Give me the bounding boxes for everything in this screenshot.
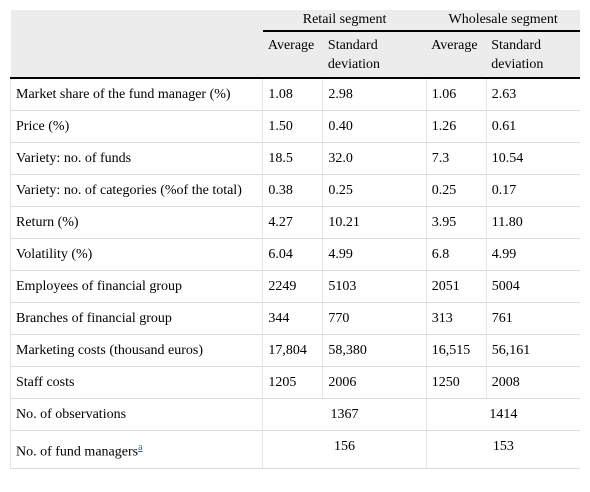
- cell-retail-average: 1205: [262, 366, 323, 399]
- row-label: Staff costs: [9, 366, 263, 399]
- row-label: Branches of financial group: [9, 302, 263, 335]
- cell-retail-std: 58,380: [322, 334, 427, 367]
- cell-retail-std: 2006: [322, 366, 427, 399]
- summary-row-observations: No. of observations 1367 1414: [9, 398, 580, 431]
- cell-wholesale-std: 2008: [485, 366, 580, 399]
- header-wholesale-segment: Wholesale segment: [426, 10, 580, 32]
- cell-wholesale-std: 10.54: [485, 142, 580, 175]
- cell-retail-std: 5103: [322, 270, 427, 303]
- cell-wholesale-average: 7.3: [425, 142, 487, 175]
- cell-wholesale-std: 11.80: [485, 206, 580, 239]
- table-row: Market share of the fund manager (%) 1.0…: [9, 78, 580, 111]
- cell-wholesale-std: 4.99: [485, 238, 580, 271]
- table-row: Variety: no. of categories (%of the tota…: [9, 174, 580, 207]
- cell-retail-std: 0.25: [322, 174, 427, 207]
- header-retail-average: Average: [262, 31, 323, 79]
- header-retail-segment: Retail segment: [262, 10, 427, 32]
- footnote-marker: a: [138, 440, 142, 453]
- table-row: Employees of financial group 2249 5103 2…: [9, 270, 580, 303]
- cell-retail-average: 17,804: [262, 334, 323, 367]
- cell-retail-std: 32.0: [322, 142, 427, 175]
- cell-retail-std: 4.99: [322, 238, 427, 271]
- cell-retail-average: 18.5: [262, 142, 323, 175]
- row-label: Variety: no. of categories (%of the tota…: [9, 174, 263, 207]
- table-header: Retail segment Wholesale segment Average…: [10, 10, 580, 79]
- table-row: Volatility (%) 6.04 4.99 6.8 4.99: [9, 238, 580, 271]
- cell-wholesale-average: 2051: [425, 270, 487, 303]
- cell-wholesale-std: 0.17: [485, 174, 580, 207]
- cell-retail-observations: 1367: [262, 398, 427, 431]
- footnote-link[interactable]: a: [138, 442, 143, 453]
- cell-wholesale-average: 6.8: [425, 238, 487, 271]
- cell-wholesale-average: 0.25: [425, 174, 487, 207]
- cell-wholesale-average: 313: [425, 302, 487, 335]
- cell-wholesale-average: 1.26: [425, 110, 487, 143]
- cell-wholesale-std: 2.63: [485, 78, 580, 111]
- statistics-table: Retail segment Wholesale segment Average…: [9, 10, 580, 469]
- cell-wholesale-observations: 1414: [425, 398, 580, 431]
- cell-retail-std: 0.40: [322, 110, 427, 143]
- cell-retail-average: 0.38: [262, 174, 323, 207]
- row-label: Market share of the fund manager (%): [9, 78, 263, 111]
- row-label: Marketing costs (thousand euros): [9, 334, 263, 367]
- row-label: No. of fund managers: [16, 444, 139, 460]
- cell-wholesale-std: 5004: [485, 270, 580, 303]
- cell-wholesale-average: 16,515: [425, 334, 487, 367]
- cell-retail-average: 6.04: [262, 238, 323, 271]
- summary-row-fund-managers: No. of fund managersa 156 153: [9, 430, 580, 469]
- row-label: Volatility (%): [9, 238, 263, 271]
- cell-retail-average: 1.50: [262, 110, 323, 143]
- cell-retail-std: 2.98: [322, 78, 427, 111]
- table-body: Market share of the fund manager (%) 1.0…: [9, 78, 580, 469]
- table-row: Staff costs 1205 2006 1250 2008: [9, 366, 580, 399]
- table-row: Branches of financial group 344 770 313 …: [9, 302, 580, 335]
- header-subcolumn-row: Average Standard deviation Average Stand…: [11, 31, 580, 79]
- cell-wholesale-std: 761: [485, 302, 580, 335]
- data-table-container: Retail segment Wholesale segment Average…: [9, 10, 580, 469]
- table-row: Variety: no. of funds 18.5 32.0 7.3 10.5…: [9, 142, 580, 175]
- row-label-cell: No. of fund managersa: [9, 430, 263, 469]
- header-corner-cell: [10, 10, 263, 79]
- cell-retail-average: 344: [262, 302, 323, 335]
- cell-wholesale-std: 0.61: [485, 110, 580, 143]
- row-label: Return (%): [9, 206, 263, 239]
- row-label: Price (%): [9, 110, 263, 143]
- header-group-row: Retail segment Wholesale segment: [10, 10, 580, 79]
- row-label: No. of observations: [9, 398, 263, 431]
- cell-retail-fund-managers: 156: [262, 430, 427, 469]
- row-label: Employees of financial group: [9, 270, 263, 303]
- cell-wholesale-average: 3.95: [425, 206, 487, 239]
- header-retail-std: Standard deviation: [322, 31, 427, 79]
- header-wholesale-std: Standard deviation: [486, 31, 580, 79]
- table-row: Marketing costs (thousand euros) 17,804 …: [9, 334, 580, 367]
- cell-retail-std: 10.21: [322, 206, 427, 239]
- row-label: Variety: no. of funds: [9, 142, 263, 175]
- cell-retail-average: 2249: [262, 270, 323, 303]
- cell-retail-average: 4.27: [262, 206, 323, 239]
- cell-wholesale-fund-managers: 153: [425, 430, 580, 469]
- cell-wholesale-average: 1250: [425, 366, 487, 399]
- table-row: Price (%) 1.50 0.40 1.26 0.61: [9, 110, 580, 143]
- cell-wholesale-average: 1.06: [425, 78, 487, 111]
- cell-wholesale-std: 56,161: [485, 334, 580, 367]
- header-wholesale-average: Average: [426, 31, 487, 79]
- cell-retail-std: 770: [322, 302, 427, 335]
- table-row: Return (%) 4.27 10.21 3.95 11.80: [9, 206, 580, 239]
- cell-retail-average: 1.08: [262, 78, 323, 111]
